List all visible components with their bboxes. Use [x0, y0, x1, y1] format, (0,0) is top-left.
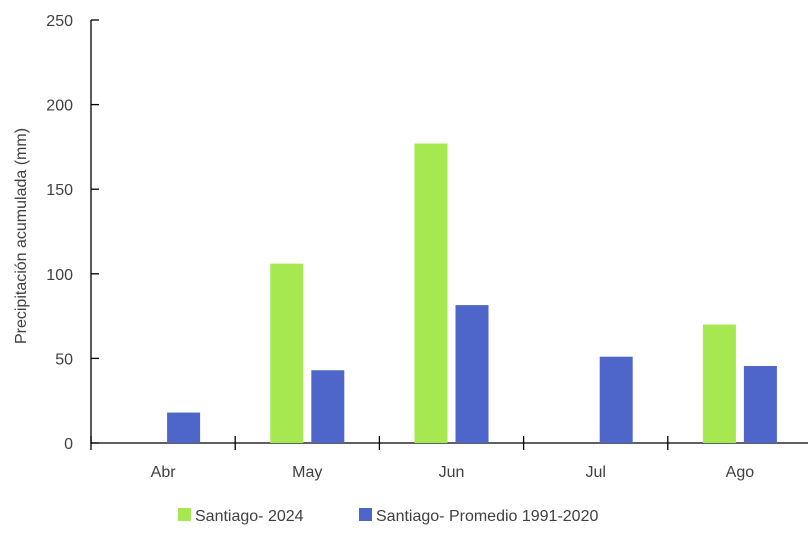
- bar-abr-series-2: [167, 412, 201, 443]
- x-tick-label-jun: Jun: [439, 464, 465, 481]
- y-tick-label: 50: [55, 351, 73, 368]
- y-tick-label: 150: [46, 182, 73, 199]
- x-tick-label-jul: Jul: [585, 464, 605, 481]
- bar-ago-series-1: [702, 324, 736, 443]
- y-tick-label: 100: [46, 267, 73, 284]
- y-axis-title: Precipitación acumulada (mm): [13, 128, 30, 344]
- bar-jun-series-2: [455, 305, 489, 443]
- bar-jun-series-1: [414, 143, 448, 444]
- bar-ago-series-2: [743, 366, 777, 443]
- x-tick-label-abr: Abr: [151, 464, 177, 481]
- legend-label-2: Santiago- Promedio 1991-2020: [376, 508, 598, 525]
- x-tick-label-may: May: [292, 464, 322, 481]
- y-tick-label: 250: [46, 13, 73, 30]
- legend-label-1: Santiago- 2024: [195, 508, 304, 525]
- y-tick-label: 200: [46, 98, 73, 115]
- bar-may-series-2: [311, 370, 345, 443]
- bar-may-series-1: [270, 263, 304, 443]
- bar-jul-series-2: [599, 356, 633, 443]
- x-tick-label-ago: Ago: [726, 464, 755, 481]
- legend-swatch-1: [178, 508, 191, 521]
- plot-area: 0 50 100 150 200 250 Abr May Jun Jul Ago: [46, 13, 808, 481]
- y-tick-label: 0: [64, 436, 73, 453]
- legend: Santiago- 2024 Santiago- Promedio 1991-20…: [178, 508, 598, 525]
- legend-swatch-2: [359, 508, 372, 521]
